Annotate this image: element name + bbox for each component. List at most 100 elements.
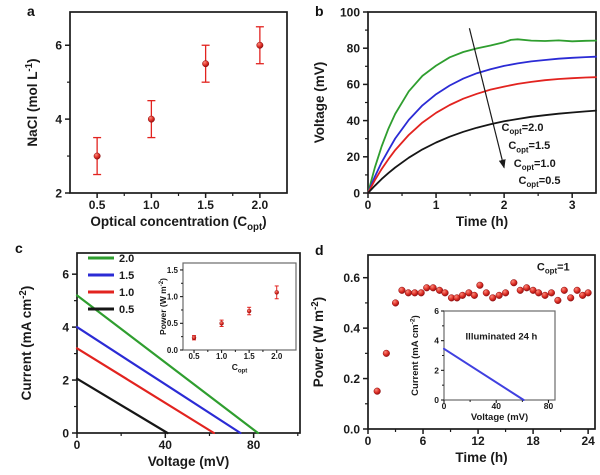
- data-point: [547, 289, 555, 297]
- x-tick-label: 18: [526, 434, 540, 448]
- x-tick-label: 40: [159, 438, 173, 452]
- data-point: [516, 286, 524, 294]
- y-tick-label: 0: [353, 186, 360, 200]
- y-axis-label: Power (W m-2): [310, 297, 326, 387]
- x-tick-label: 0.5: [188, 352, 200, 361]
- y-axis-label: NaCl (mol L-1): [24, 58, 40, 146]
- data-point: [470, 291, 478, 299]
- data-point: [489, 294, 497, 302]
- y-tick-label: 2: [434, 365, 439, 375]
- data-point: [373, 387, 381, 395]
- x-axis-label: Optical concentration (Copt): [90, 214, 266, 233]
- series-line-1.0: [75, 347, 215, 435]
- data-point: [398, 286, 406, 294]
- series-line-Illuminated-24-h: [443, 347, 525, 401]
- y-tick-label: 4: [55, 112, 62, 126]
- series-line-1.5: [75, 326, 242, 435]
- data-point: [147, 115, 155, 123]
- y-tick-label: 20: [347, 150, 361, 164]
- series-line-Copt-0.5: [367, 109, 597, 194]
- series-line-Copt-1.0: [367, 76, 597, 194]
- axis-frame: [367, 11, 597, 194]
- data-point: [417, 289, 425, 297]
- x-tick-label: 80: [247, 438, 261, 452]
- annotation: Illuminated 24 h: [466, 332, 538, 343]
- x-axis-label: Time (h): [455, 450, 507, 465]
- x-tick-label: 2.0: [252, 198, 269, 212]
- panel-label-d: d: [315, 242, 324, 258]
- x-tick-label: 2: [501, 198, 508, 212]
- chart-panel-a: 0.5 1.0 1.5 2.0 2 4 6 Optical concentration (Co…: [24, 11, 288, 233]
- y-tick-label: 0.0: [167, 346, 179, 355]
- y-axis-label: Current (mA cm-2): [409, 315, 421, 396]
- annotation: Copt=2.0: [502, 122, 544, 136]
- y-tick-label: 6: [62, 267, 69, 281]
- data-point: [441, 289, 449, 297]
- data-point: [502, 289, 510, 297]
- y-tick-label: 60: [347, 78, 361, 92]
- x-tick-label: 12: [471, 434, 485, 448]
- y-tick-label: 0.0: [343, 422, 360, 436]
- data-point: [523, 284, 531, 292]
- trend-arrow: [468, 28, 506, 169]
- data-point: [404, 289, 412, 297]
- x-tick-label: 0: [365, 434, 372, 448]
- data-point: [219, 321, 224, 326]
- annotation: Copt=0.5: [519, 175, 561, 189]
- x-tick-label: 0.5: [89, 198, 106, 212]
- y-tick-label: 1.5: [167, 266, 179, 275]
- data-point: [246, 308, 252, 314]
- data-point: [256, 41, 264, 49]
- y-tick-label: 6: [434, 306, 439, 316]
- y-tick-label: 1.0: [167, 293, 179, 302]
- chart-panel-b: 0 1 2 3 0 20 40 60 80 100 Time (h) Voltage (mV) Copt…: [312, 5, 597, 229]
- x-tick-label: 2.0: [271, 352, 283, 361]
- chart-panel-c: 0 40 80 0 2 4 6 Voltage (mV) Current (mA cm-2) 2.…: [18, 252, 301, 469]
- y-axis-label: Current (mA cm-2): [18, 286, 34, 401]
- y-tick-label: 0.4: [343, 321, 360, 335]
- panel-label-b: b: [315, 3, 324, 19]
- annotation: Copt=1.5: [508, 140, 550, 154]
- data-point: [541, 291, 549, 299]
- data-point: [584, 289, 592, 297]
- y-tick-label: 6: [55, 39, 62, 53]
- data-point: [554, 296, 562, 304]
- x-tick-label: 1.5: [244, 352, 256, 361]
- series-line-0.5: [75, 377, 169, 435]
- y-tick-label: 0.2: [343, 372, 360, 386]
- y-tick-label: 0.6: [343, 271, 360, 285]
- y-tick-label: 0: [62, 426, 69, 440]
- x-tick-label: 1.5: [197, 198, 214, 212]
- data-point: [423, 284, 431, 292]
- legend-label: 1.5: [119, 270, 134, 282]
- series-line-Copt-1.5: [367, 55, 597, 194]
- x-tick-label: 40: [492, 401, 502, 411]
- legend: 2.0 1.5 1.0 0.5: [88, 253, 134, 316]
- data-point: [202, 60, 210, 68]
- x-tick-label: 1.0: [216, 352, 228, 361]
- axis-frame: [182, 262, 297, 351]
- x-tick-label: 24: [581, 434, 595, 448]
- y-tick-label: 2: [55, 186, 62, 200]
- data-point: [191, 335, 197, 340]
- data-point: [411, 289, 419, 297]
- x-tick-label: 0: [442, 401, 447, 411]
- y-axis-label: Voltage (mV): [312, 62, 327, 144]
- x-tick-label: 6: [420, 434, 427, 448]
- data-point: [567, 294, 575, 302]
- data-point: [560, 286, 568, 294]
- y-tick-label: 40: [347, 114, 361, 128]
- y-tick-label: 4: [434, 336, 439, 346]
- x-tick-label: 3: [569, 198, 576, 212]
- data-point: [495, 291, 503, 299]
- data-point: [535, 289, 543, 297]
- panel-label-c: c: [15, 240, 23, 256]
- y-tick-label: 0: [434, 395, 439, 405]
- data-point: [391, 299, 400, 307]
- panel-label-a: a: [27, 3, 35, 19]
- y-tick-label: 4: [62, 320, 69, 334]
